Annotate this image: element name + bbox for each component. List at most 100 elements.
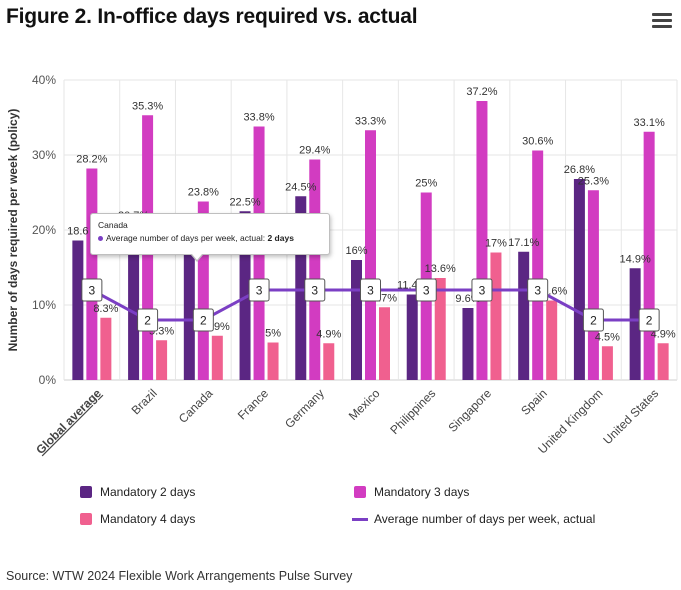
hamburger-menu-icon[interactable] — [652, 13, 672, 33]
legend-label: Mandatory 2 days — [100, 485, 196, 499]
bar[interactable] — [643, 131, 655, 380]
legend-swatch — [80, 486, 92, 498]
bar[interactable] — [72, 240, 84, 381]
line-data-label: 3 — [256, 284, 263, 298]
bar[interactable] — [601, 346, 613, 380]
bar[interactable] — [573, 179, 585, 380]
line-marker-box — [304, 278, 326, 302]
legend-item-mandatory-4-days[interactable]: Mandatory 4 days — [80, 512, 195, 526]
line-data-label: 3 — [479, 284, 486, 298]
line-marker-box — [81, 278, 103, 302]
bar-data-label: 17% — [485, 238, 507, 250]
bar[interactable] — [100, 317, 112, 380]
legend-item-mandatory-3-days[interactable]: Mandatory 3 days — [354, 485, 469, 499]
line-marker-box — [582, 308, 604, 332]
bar[interactable] — [197, 201, 209, 381]
line-marker-box — [638, 308, 660, 332]
bar-data-label: 5% — [265, 328, 281, 340]
bar[interactable] — [351, 260, 362, 380]
bar[interactable] — [406, 294, 418, 381]
bar[interactable] — [309, 159, 321, 381]
legend-swatch — [354, 486, 366, 498]
line-data-label: 3 — [89, 284, 96, 298]
line-marker: 2 — [192, 308, 214, 332]
line-marker: 3 — [527, 278, 549, 302]
line-data-label: 3 — [367, 284, 374, 298]
x-tick-label: Singapore — [445, 386, 494, 435]
bar[interactable] — [462, 308, 474, 380]
line-marker: 3 — [471, 278, 493, 302]
source-note: Source: WTW 2024 Flexible Work Arrangeme… — [6, 569, 353, 583]
tooltip-dot-icon — [98, 236, 103, 241]
line-marker-box — [360, 278, 381, 302]
line-data-label: 3 — [534, 284, 541, 298]
bar[interactable] — [183, 248, 195, 380]
bar-data-label: 4.9% — [316, 328, 341, 340]
line-data-label: 2 — [646, 314, 653, 328]
bar[interactable] — [587, 190, 599, 380]
bar[interactable] — [239, 211, 251, 380]
line-data-label: 3 — [311, 284, 318, 298]
bar[interactable] — [518, 251, 530, 380]
tooltip-series-label: Average number of days per week, actual: — [106, 233, 266, 243]
legend-swatch — [80, 513, 92, 525]
legend-label: Mandatory 4 days — [100, 512, 196, 526]
bar[interactable] — [86, 168, 98, 381]
x-tick-label: Global average — [33, 386, 104, 457]
bar[interactable] — [379, 307, 390, 380]
bar[interactable] — [490, 252, 502, 381]
line-marker-box — [192, 308, 214, 332]
line-marker-box — [527, 278, 549, 302]
bar-data-label: 8.3% — [93, 303, 118, 315]
bar-data-label: 33.1% — [634, 117, 665, 129]
bar[interactable] — [211, 335, 223, 380]
bar-data-label: 30.6% — [522, 136, 553, 148]
bar-data-label: 16% — [345, 245, 367, 257]
line-data-label: 2 — [200, 314, 207, 328]
y-tick-label: 30% — [32, 148, 56, 162]
x-tick-label: Germany — [282, 386, 327, 431]
bar[interactable] — [128, 224, 140, 380]
chart-title: Figure 2. In-office days required vs. ac… — [6, 5, 418, 28]
tooltip-title: Canada — [98, 220, 128, 230]
bar[interactable] — [629, 268, 641, 380]
bar[interactable] — [365, 130, 376, 380]
bar[interactable] — [295, 196, 307, 380]
y-axis-label: Number of days required per week (policy… — [6, 109, 20, 352]
tooltip: Canada Average number of days per week, … — [90, 213, 330, 255]
bar-data-label: 23.8% — [188, 187, 219, 199]
bar-data-label: 22.5% — [229, 196, 260, 208]
x-tick-label: Canada — [176, 386, 216, 426]
bar[interactable] — [546, 300, 558, 381]
legend-item-mandatory-2-days[interactable]: Mandatory 2 days — [80, 485, 195, 499]
bar-data-label: 25% — [415, 178, 437, 190]
bar[interactable] — [476, 101, 488, 380]
bar[interactable] — [532, 150, 544, 381]
line-marker: 2 — [582, 308, 604, 332]
line-marker-box — [415, 278, 437, 302]
line-marker: 3 — [415, 278, 437, 302]
bar[interactable] — [657, 343, 669, 380]
legend-label: Average number of days per week, actual — [374, 512, 596, 526]
bar-data-label: 24.5% — [285, 181, 316, 193]
bar-data-label: 4.5% — [595, 331, 620, 343]
line-data-label: 3 — [423, 284, 430, 298]
line-marker: 2 — [137, 308, 159, 332]
line-marker: 3 — [360, 278, 381, 302]
bar[interactable] — [434, 278, 446, 380]
bar-data-label: 28.2% — [76, 154, 107, 166]
bar[interactable] — [323, 343, 335, 380]
x-tick-label: United States — [600, 386, 661, 447]
line-marker: 3 — [304, 278, 326, 302]
x-tick-label: Mexico — [346, 386, 383, 423]
bar-data-label: 33.3% — [355, 115, 386, 127]
legend-item-average-actual[interactable]: Average number of days per week, actual — [352, 512, 595, 526]
y-tick-label: 0% — [39, 373, 57, 387]
bar[interactable] — [156, 340, 168, 380]
bar-data-label: 26.8% — [564, 164, 595, 176]
bar-data-label: 37.2% — [466, 86, 497, 98]
bar-data-label: 35.3% — [132, 100, 163, 112]
x-tick-label: Spain — [518, 386, 550, 418]
bar[interactable] — [267, 342, 279, 381]
